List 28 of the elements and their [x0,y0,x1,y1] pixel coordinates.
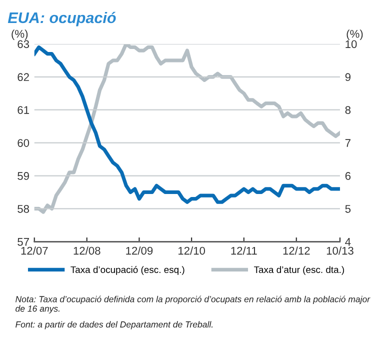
x-tick-label: 12/10 [178,246,206,255]
x-tick-label: 12/12 [283,246,310,255]
y-tick-label: 63 [18,40,30,48]
text: Nota: Taxa d’ocupació definida com la proporció d’ocupats en relació amb la població major de 16 anys. [16,296,370,314]
y2-tick-label: 9 [345,73,350,82]
y2-tick-label: 6 [345,172,351,180]
x-tick-label: 12/08 [74,246,100,255]
x-tick-label: 12/09 [126,246,153,255]
y-tick-label: 61 [18,106,29,114]
chart-title: EUA: ocupació [8,12,116,26]
y-tick-label: 59 [18,172,29,180]
y-axis-title: (%) [12,30,28,40]
x-tick-label: 12/11 [231,246,257,255]
y-tick-label: 57 [18,238,29,246]
y2-tick-label: 4 [345,238,351,246]
text: Font: a partir de dades del Departament de Treball. [16,321,212,330]
legend-label: Taxa d’ocupació (esc. esq.) [70,266,184,275]
x-tick-label: 12/07 [21,246,48,255]
y-tick-label: 58 [18,204,30,213]
x-tick-label: 10/13 [326,246,354,255]
y2-tick-label: 10 [346,40,357,48]
y2-tick-label: 8 [345,106,351,114]
y2-tick-label: 7 [345,139,350,147]
y-tick-label: 62 [18,73,29,82]
y2-tick-label: 5 [345,205,351,213]
legend-label: Taxa d’atur (esc. dta.) [254,266,344,275]
y-tick-label: 60 [18,139,30,147]
y2-axis-title: (%) [346,30,363,40]
